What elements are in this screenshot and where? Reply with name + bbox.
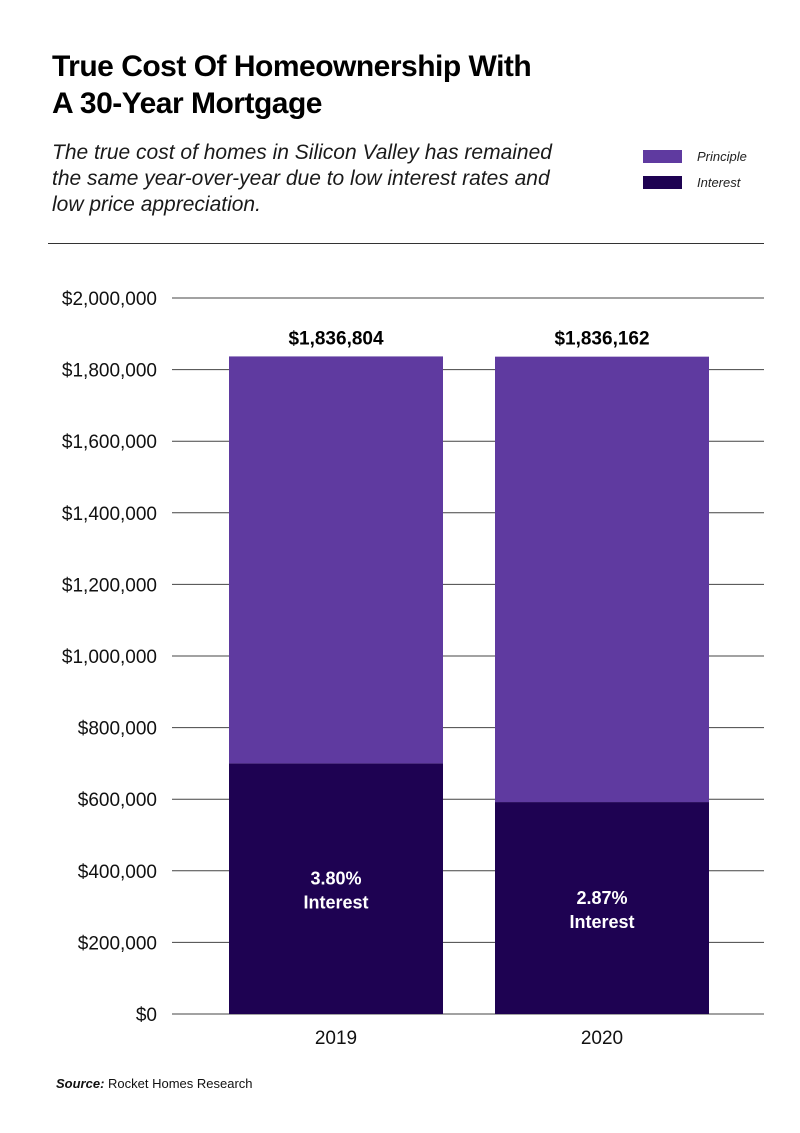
legend-item-interest: Interest (643, 169, 747, 195)
bar-principle-2019 (229, 356, 443, 764)
y-tick-label: $600,000 (78, 790, 157, 811)
legend: Principle Interest (643, 143, 747, 195)
header-divider (48, 243, 764, 244)
y-tick-label: $1,000,000 (62, 647, 157, 668)
legend-swatch-interest (643, 175, 682, 189)
y-tick-label: $800,000 (78, 719, 157, 740)
bar-annotation-label: Interest (569, 912, 634, 932)
y-tick-label: $1,600,000 (62, 432, 157, 453)
bar-principle-2020 (495, 356, 709, 803)
y-tick-label: $1,400,000 (62, 504, 157, 525)
bar-annotation-label: Interest (303, 893, 368, 913)
legend-swatch-principle (643, 149, 682, 163)
x-tick-label: 2019 (315, 1028, 357, 1049)
bar-total-label: $1,836,804 (288, 328, 384, 349)
bar-annotation-rate: 2.87% (576, 888, 627, 908)
title-line-1: True Cost Of Homeownership With (52, 50, 532, 83)
source-text: Rocket Homes Research (104, 1076, 253, 1091)
y-tick-label: $400,000 (78, 862, 157, 883)
bar-interest-2020 (495, 802, 709, 1014)
y-tick-label: $1,800,000 (62, 361, 157, 382)
y-tick-label: $0 (136, 1005, 157, 1026)
bar-total-label: $1,836,162 (554, 329, 649, 350)
title-line-2: A 30-Year Mortgage (52, 87, 322, 120)
y-tick-label: $200,000 (78, 933, 157, 954)
source-label: Source: (56, 1076, 105, 1091)
y-tick-label: $1,200,000 (62, 575, 157, 596)
bar-annotation-rate: 3.80% (310, 869, 361, 889)
chart-subtitle: The true cost of homes in Silicon Valley… (52, 141, 552, 216)
x-tick-label: 2020 (581, 1028, 623, 1049)
legend-item-principle: Principle (643, 143, 747, 169)
y-tick-label: $2,000,000 (62, 289, 157, 310)
source-note: Source: Rocket Homes Research (56, 1076, 253, 1091)
chart-title: True Cost Of Homeownership With A 30-Yea… (52, 48, 532, 122)
legend-label-interest: Interest (697, 174, 741, 190)
legend-label-principle: Principle (697, 148, 747, 164)
bar-interest-2019 (229, 763, 443, 1014)
